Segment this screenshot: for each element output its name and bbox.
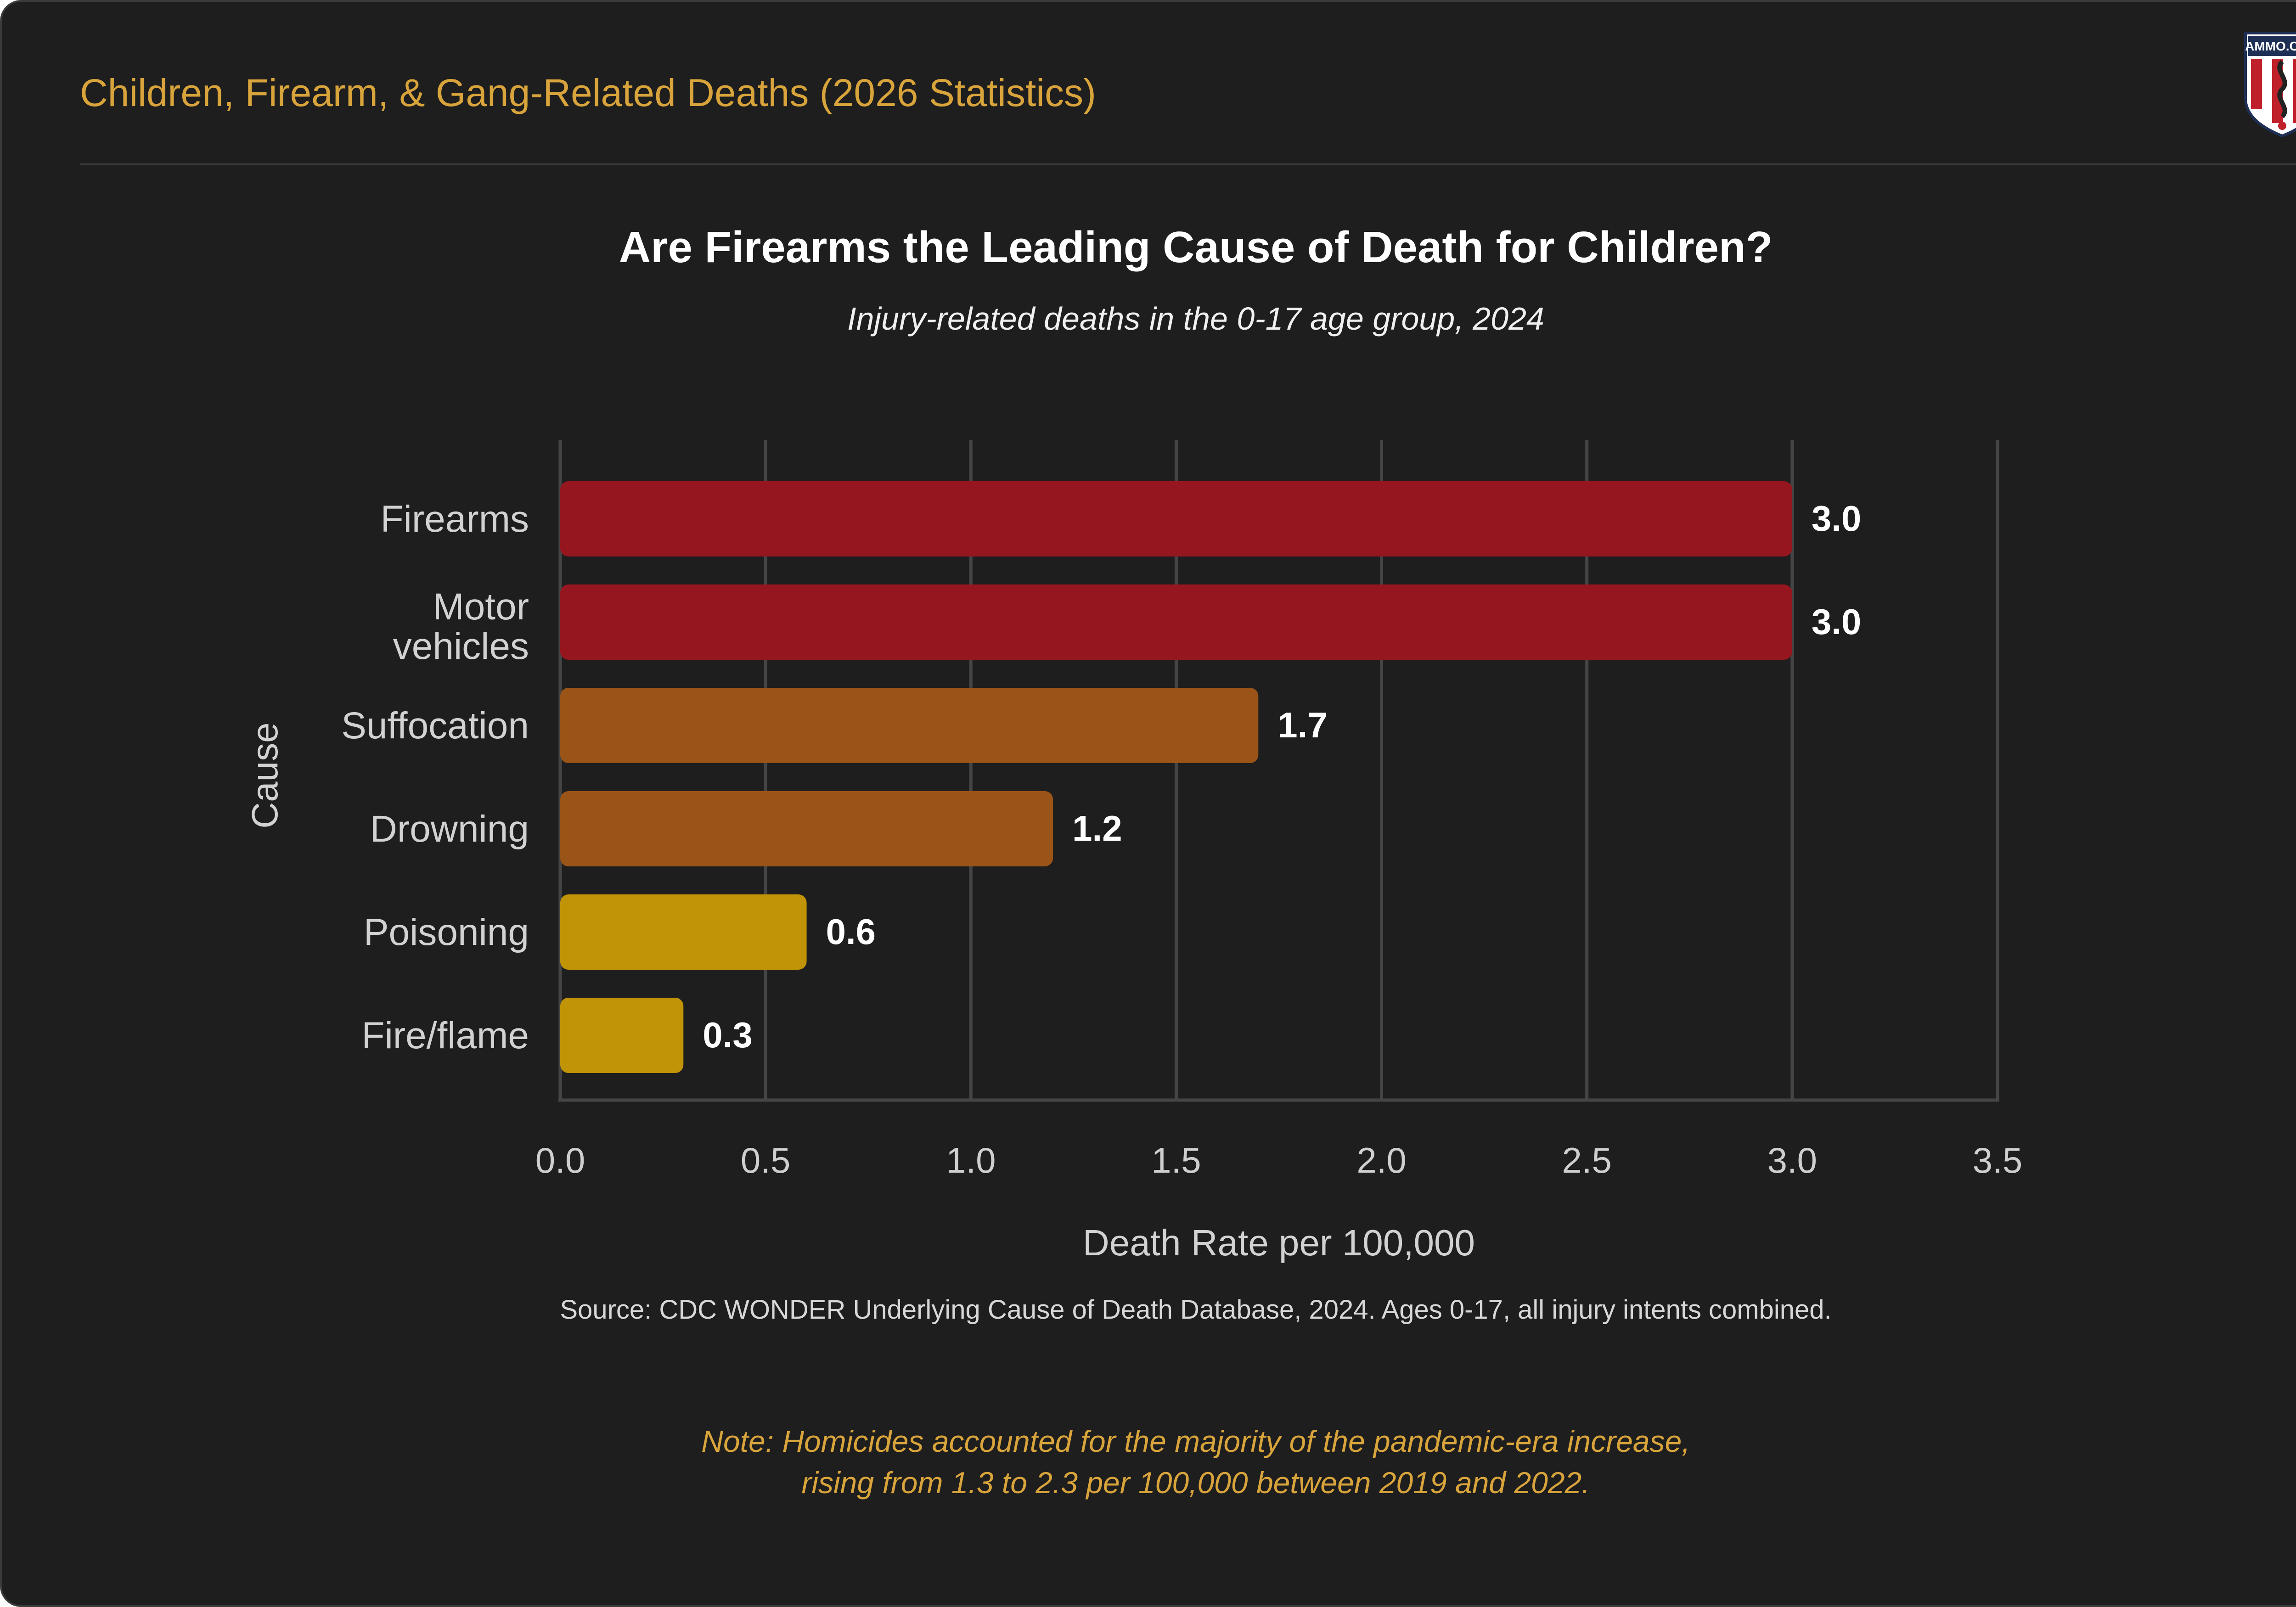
y-category-label: vehicles [393,625,529,667]
logo-text: AMMO.COM [2245,39,2296,53]
y-category-label: Fire/flame [361,1015,529,1056]
bar [560,688,1259,763]
y-category-label: Drowning [370,808,529,850]
bar-value-label: 0.6 [826,911,876,952]
bar [560,998,684,1073]
note-line-2: rising from 1.3 to 2.3 per 100,000 betwe… [801,1466,1590,1500]
note-line-1: Note: Homicides accounted for the majori… [701,1424,1690,1458]
chart-title: Are Firearms the Leading Cause of Death … [619,223,1773,272]
header-title: Children, Firearm, & Gang-Related Deaths… [80,71,1096,114]
ammo-logo: AMMO.COM [2244,32,2296,138]
bar [560,481,1792,556]
y-category-label: Suffocation [341,705,529,747]
bar [560,894,807,970]
y-category-label: Poisoning [364,911,529,953]
bar-value-label: 1.2 [1072,808,1122,848]
bar-value-label: 3.0 [1812,601,1861,642]
chart-subtitle: Injury-related deaths in the 0-17 age gr… [847,301,1544,337]
header-divider [80,163,2296,165]
x-axis-title: Death Rate per 100,000 [1083,1222,1475,1263]
x-tick-label: 0.5 [741,1140,790,1180]
x-tick-label: 2.5 [1562,1140,1611,1180]
bar [560,791,1053,866]
bar-value-label: 0.3 [703,1015,752,1055]
bar [560,584,1792,660]
y-axis-title: Cause [244,722,285,828]
y-category-label: Motor [433,586,529,628]
x-tick-label: 3.0 [1767,1140,1817,1180]
x-tick-label: 3.5 [1973,1140,2022,1180]
bar-value-label: 1.7 [1277,705,1327,745]
note-text: Note: Homicides accounted for the majori… [2,1421,2296,1503]
y-category-label: Firearms [381,498,529,540]
x-tick-label: 0.0 [535,1140,585,1180]
x-tick-label: 2.0 [1356,1140,1406,1180]
x-tick-label: 1.0 [946,1140,996,1180]
source-text: Source: CDC WONDER Underlying Cause of D… [560,1295,1832,1325]
bar-value-label: 3.0 [1812,498,1861,539]
x-tick-label: 1.5 [1151,1140,1201,1180]
